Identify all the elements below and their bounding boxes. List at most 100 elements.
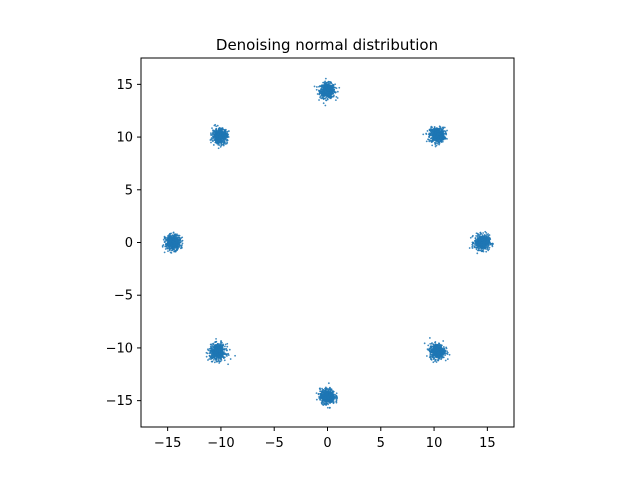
scatter-point xyxy=(218,144,221,146)
scatter-point xyxy=(213,361,216,364)
scatter-point xyxy=(226,141,229,144)
scatter-point xyxy=(439,354,442,357)
scatter-point xyxy=(209,343,212,346)
scatter-point xyxy=(213,124,216,127)
scatter-point xyxy=(435,361,438,363)
scatter-point xyxy=(431,144,434,147)
scatter-point xyxy=(325,401,328,404)
scatter-point xyxy=(226,342,229,345)
scatter-point xyxy=(214,137,217,140)
scatter-point xyxy=(485,232,488,234)
scatter-point xyxy=(316,93,319,95)
scatter-point xyxy=(213,345,216,348)
scatter-point xyxy=(172,246,175,249)
scatter-point xyxy=(435,129,438,131)
scatter-point xyxy=(442,356,445,359)
scatter-point xyxy=(432,128,435,131)
scatter-point xyxy=(335,396,338,398)
scatter-point xyxy=(221,351,224,353)
scatter-point xyxy=(324,91,327,93)
scatter-point xyxy=(172,238,175,241)
y-tick-label: −5 xyxy=(114,289,133,304)
scatter-point xyxy=(425,140,428,143)
scatter-point xyxy=(324,104,327,107)
scatter-point xyxy=(322,91,325,94)
scatter-point xyxy=(210,355,213,358)
scatter-point xyxy=(436,133,439,136)
scatter-point xyxy=(427,133,430,136)
scatter-point xyxy=(326,98,329,101)
scatter-point xyxy=(325,387,328,390)
y-tick-label: 15 xyxy=(116,78,133,93)
scatter-point xyxy=(215,338,217,340)
scatter-point xyxy=(210,360,213,363)
scatter-point xyxy=(434,131,437,134)
scatter-point xyxy=(324,86,326,89)
scatter-point xyxy=(328,85,331,88)
scatter-point xyxy=(328,400,331,403)
scatter-point xyxy=(171,236,174,239)
scatter-point xyxy=(173,241,176,244)
scatter-point xyxy=(435,142,438,144)
scatter-point xyxy=(221,346,224,349)
scatter-point xyxy=(335,400,338,403)
scatter-point xyxy=(220,144,223,147)
scatter-point xyxy=(432,361,435,364)
scatter-point xyxy=(439,130,442,133)
scatter-point xyxy=(438,135,441,138)
scatter-point xyxy=(438,133,441,136)
scatter-point xyxy=(170,246,173,248)
scatter-point xyxy=(224,343,227,346)
scatter-point xyxy=(442,348,445,351)
scatter-point xyxy=(216,124,219,127)
scatter-point xyxy=(429,342,432,345)
scatter-point xyxy=(485,244,488,247)
scatter-point xyxy=(442,345,445,348)
scatter-point xyxy=(221,140,224,143)
scatter-point xyxy=(446,138,448,140)
scatter-point xyxy=(215,125,218,128)
scatter-point xyxy=(221,348,224,351)
scatter-point xyxy=(476,235,479,238)
scatter-point xyxy=(328,82,331,85)
scatter-point xyxy=(211,127,213,130)
scatter-point xyxy=(319,92,322,95)
scatter-point xyxy=(216,346,219,349)
scatter-point xyxy=(428,349,431,352)
scatter-point xyxy=(434,346,437,349)
scatter-point xyxy=(433,130,435,133)
scatter-point xyxy=(324,84,327,87)
scatter-point xyxy=(446,351,449,354)
scatter-point xyxy=(207,359,209,361)
scatter-point xyxy=(207,349,210,352)
scatter-point xyxy=(323,97,325,100)
scatter-point xyxy=(321,387,323,390)
scatter-point xyxy=(315,88,318,91)
scatter-point xyxy=(473,246,476,249)
scatter-point xyxy=(334,91,337,94)
scatter-point xyxy=(326,392,329,395)
scatter-point xyxy=(468,247,471,249)
scatter-point xyxy=(436,347,439,350)
scatter-point xyxy=(430,131,433,134)
scatter-point xyxy=(332,95,334,98)
scatter-point xyxy=(323,390,325,392)
scatter-point xyxy=(486,233,488,236)
scatter-point xyxy=(208,347,211,350)
scatter-point xyxy=(324,81,327,84)
scatter-point xyxy=(321,88,324,91)
scatter-point xyxy=(438,357,441,360)
scatter-point xyxy=(469,236,472,239)
scatter-point xyxy=(324,77,327,80)
scatter-point xyxy=(441,353,444,356)
scatter-point xyxy=(331,84,334,87)
scatter-point xyxy=(164,241,166,244)
scatter-point xyxy=(321,97,324,100)
scatter-point xyxy=(210,349,213,352)
scatter-point xyxy=(219,133,222,135)
scatter-point xyxy=(432,352,435,355)
scatter-point xyxy=(488,237,491,239)
scatter-point xyxy=(429,353,432,356)
scatter-point xyxy=(319,398,322,401)
